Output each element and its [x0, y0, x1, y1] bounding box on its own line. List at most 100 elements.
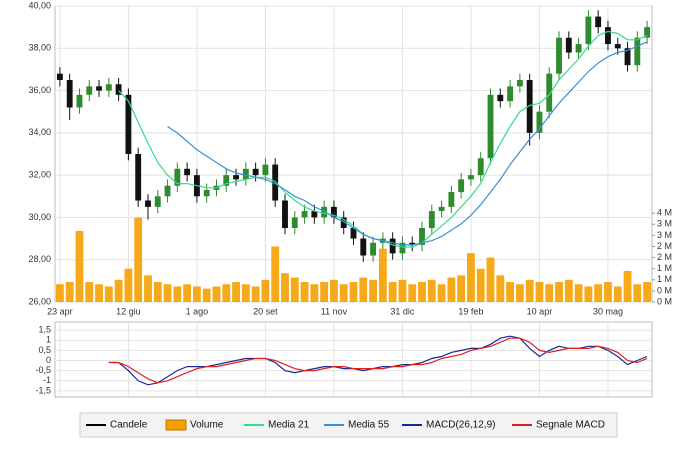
y2-tick-label: 3 M — [657, 219, 672, 229]
volume-bar — [241, 284, 250, 302]
candle-body — [370, 242, 377, 256]
volume-bar — [594, 284, 603, 302]
volume-bar — [613, 286, 622, 302]
candle-body — [174, 168, 181, 186]
candle-body — [86, 86, 93, 95]
y2-tick-label: 4 M — [657, 208, 672, 218]
y-tick-label: 26,00 — [28, 296, 51, 306]
candle-body — [428, 211, 435, 228]
volume-bar — [633, 284, 642, 302]
candle-body — [360, 238, 367, 256]
candle-body — [458, 179, 465, 193]
y2-tick-label: 1 M — [657, 274, 672, 284]
y-tick-label: -1 — [43, 375, 51, 385]
legend-label: Volume — [190, 420, 224, 431]
volume-bar — [457, 275, 466, 302]
candle-body — [282, 200, 288, 228]
legend-swatch — [165, 419, 187, 431]
candle-body — [330, 206, 337, 218]
candle-body — [233, 175, 239, 180]
volume-bar — [545, 284, 554, 302]
volume-bar — [447, 277, 456, 302]
series-line — [108, 337, 648, 384]
volume-bar — [643, 282, 652, 302]
candle-body — [340, 217, 347, 228]
candle-body — [301, 211, 308, 218]
volume-bar — [486, 257, 495, 302]
volume-bar — [183, 284, 192, 302]
y-tick-label: 28,00 — [28, 254, 51, 264]
candle-body — [184, 168, 191, 176]
y-tick-label: 1,5 — [38, 324, 51, 334]
candle-body — [350, 228, 357, 239]
y-tick-label: 40,00 — [28, 0, 51, 10]
volume-bar — [320, 282, 329, 302]
volume-bar — [525, 279, 534, 302]
volume-bar — [271, 246, 280, 302]
volume-bar — [408, 284, 417, 302]
volume-bar — [65, 282, 74, 302]
candle-body — [154, 196, 161, 207]
volume-bar — [623, 270, 632, 302]
y-tick-label: 36,00 — [28, 85, 51, 95]
candle-body — [56, 73, 63, 80]
candle-body — [399, 242, 406, 254]
legend-label: Candele — [110, 420, 148, 431]
volume-bar — [202, 288, 211, 302]
volume-bar — [144, 275, 152, 302]
x-tick-label: 11 nov — [321, 306, 348, 316]
series-line — [108, 335, 648, 386]
candle-body — [438, 206, 445, 212]
volume-bar — [114, 279, 123, 302]
y-tick-label: 38,00 — [28, 43, 51, 53]
candle-body — [634, 37, 641, 66]
candle-body — [66, 80, 73, 108]
candle-body — [575, 44, 582, 53]
candle-body — [272, 164, 279, 201]
candle-body — [595, 16, 602, 28]
y-tick-label: 1 — [46, 335, 51, 345]
candle-body — [546, 73, 553, 112]
volume-bar — [467, 253, 475, 302]
legend-label: Media 21 — [268, 420, 310, 431]
volume-bar — [506, 282, 515, 302]
candle-body — [497, 94, 504, 102]
volume-bar — [261, 279, 270, 302]
candle-body — [419, 228, 425, 245]
volume-bar — [369, 279, 377, 302]
candle-body — [556, 37, 562, 74]
y-tick-label: 0,5 — [38, 345, 51, 355]
candle-body — [242, 168, 249, 180]
volume-bar — [212, 286, 221, 302]
y-tick-label: 32,00 — [28, 170, 51, 180]
volume-bar — [496, 275, 505, 302]
volume-bar — [85, 282, 94, 302]
y-tick-label: -1,5 — [35, 385, 51, 395]
volume-bar — [330, 279, 338, 302]
y-tick-label: 30,00 — [28, 212, 51, 222]
x-tick-label: 12 giu — [116, 306, 141, 316]
x-tick-label: 1 ago — [186, 306, 209, 316]
volume-bar — [75, 230, 84, 302]
x-tick-label: 23 apr — [47, 306, 73, 316]
candle-body — [487, 94, 494, 159]
candle-body — [145, 200, 151, 207]
legend-label: Segnale MACD — [536, 420, 605, 431]
candle-body — [585, 16, 592, 45]
volume-bar — [124, 268, 133, 302]
series-line — [167, 41, 648, 246]
volume-bar — [310, 284, 319, 302]
candle-body — [164, 185, 171, 197]
y2-tick-label: 0 M — [657, 285, 672, 295]
volume-bar — [349, 282, 358, 302]
candle-body — [115, 84, 122, 95]
volume-bar — [251, 286, 260, 302]
volume-bar — [378, 248, 387, 302]
candle-body — [96, 86, 102, 91]
volume-bar — [604, 282, 612, 302]
volume-bar — [437, 284, 446, 302]
legend-label: Media 55 — [348, 420, 390, 431]
y2-tick-label: 2 M — [657, 241, 672, 251]
volume-bar — [290, 277, 299, 302]
candle-body — [135, 154, 142, 201]
